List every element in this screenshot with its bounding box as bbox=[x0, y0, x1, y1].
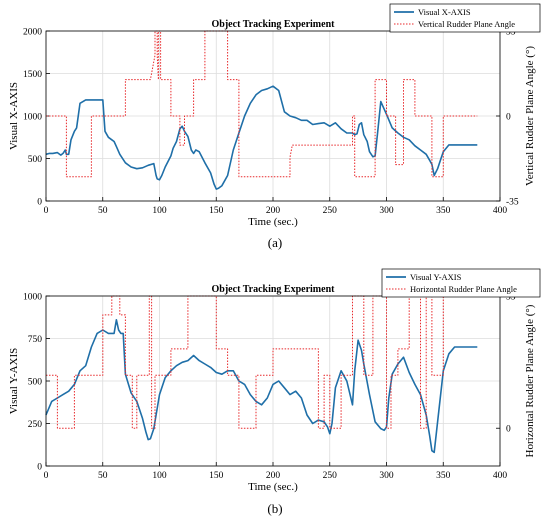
x-tick-label: 150 bbox=[209, 206, 224, 216]
x-tick-label: 0 bbox=[44, 206, 49, 216]
y-right-tick-label: 35 bbox=[506, 293, 516, 303]
series-line-primary bbox=[45, 318, 478, 454]
x-tick-label: 100 bbox=[152, 471, 167, 481]
y-tick-label: 750 bbox=[28, 335, 43, 345]
x-tick-label: 100 bbox=[152, 206, 167, 216]
x-tick-label: 400 bbox=[493, 471, 508, 481]
y-tick-label: 1000 bbox=[23, 293, 42, 303]
x-tick-label: 300 bbox=[379, 206, 394, 216]
series-line-primary bbox=[45, 85, 478, 190]
chart-title: Object Tracking Experiment bbox=[212, 19, 336, 30]
legend-label: Visual Y-AXIS bbox=[410, 272, 462, 282]
y-right-axis-label: Vertical Rudder Plane Angle (°) bbox=[524, 46, 536, 186]
x-tick-label: 200 bbox=[266, 471, 281, 481]
y-right-tick-label: -35 bbox=[506, 198, 519, 208]
plot-frame bbox=[45, 295, 501, 467]
plot-frame bbox=[45, 30, 501, 202]
y-tick-label: 500 bbox=[28, 378, 43, 388]
x-tick-label: 400 bbox=[493, 206, 508, 216]
y-tick-label: 500 bbox=[28, 155, 43, 165]
legend-box bbox=[389, 3, 541, 33]
series-line-secondary bbox=[46, 295, 478, 429]
y-right-axis-label: Horizontal Rudder Plane Angle (°) bbox=[524, 304, 536, 457]
y-right-tick-label: 35 bbox=[506, 28, 516, 38]
legend-box bbox=[381, 268, 541, 298]
x-tick-label: 350 bbox=[436, 206, 451, 216]
chart-title: Object Tracking Experiment bbox=[212, 284, 336, 295]
y-tick-label: 0 bbox=[37, 463, 42, 473]
y-right-tick-label: 0 bbox=[506, 113, 511, 123]
x-tick-label: 150 bbox=[209, 471, 224, 481]
y-axis-label: Visual Y-AXIS bbox=[8, 348, 20, 414]
x-tick-label: 300 bbox=[379, 471, 394, 481]
y-right-tick-label: 0 bbox=[506, 425, 511, 435]
panel-caption: (a) bbox=[268, 235, 282, 250]
legend-label: Visual X-AXIS bbox=[418, 7, 471, 17]
y-tick-label: 2000 bbox=[23, 28, 42, 38]
legend-label: Vertical Rudder Plane Angle bbox=[418, 19, 515, 29]
x-axis-label: Time (sec.) bbox=[248, 481, 298, 493]
y-tick-label: 0 bbox=[37, 198, 42, 208]
x-tick-label: 250 bbox=[323, 206, 338, 216]
x-tick-label: 350 bbox=[436, 471, 451, 481]
x-tick-label: 50 bbox=[98, 206, 108, 216]
x-tick-label: 200 bbox=[266, 206, 281, 216]
panel-b: 0 50 100 150 200 250 300 350 400 0 250 500 750 1000 0 3… bbox=[8, 268, 541, 516]
y-axis-label: Visual X-AXIS bbox=[8, 82, 20, 150]
x-tick-label: 50 bbox=[98, 471, 108, 481]
panel-caption: (b) bbox=[267, 501, 282, 516]
y-tick-label: 250 bbox=[28, 420, 43, 430]
legend-label: Horizontal Rudder Plane Angle bbox=[410, 284, 517, 294]
x-axis-label: Time (sec.) bbox=[248, 216, 298, 228]
y-tick-label: 1000 bbox=[23, 113, 42, 123]
y-tick-label: 1500 bbox=[23, 70, 42, 80]
x-tick-label: 250 bbox=[323, 471, 338, 481]
panel-a: 0 50 100 150 200 250 300 350 4000500100015002000… bbox=[8, 3, 541, 250]
x-tick-label: 0 bbox=[44, 471, 49, 481]
